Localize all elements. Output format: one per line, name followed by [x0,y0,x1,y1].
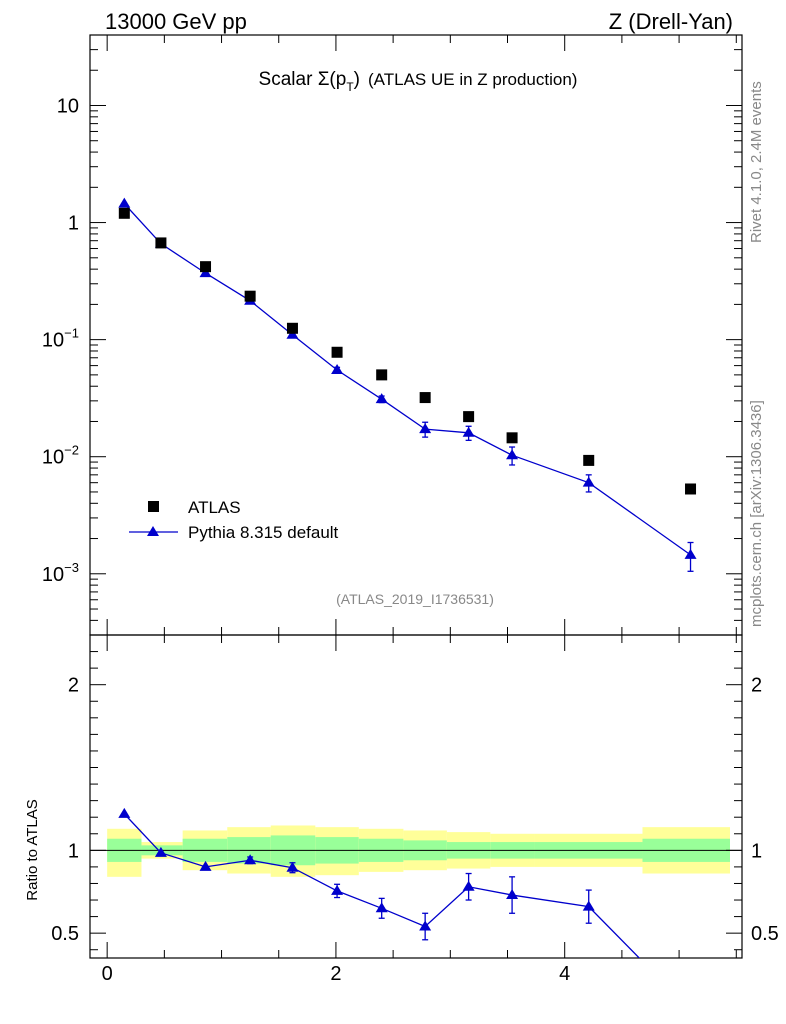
ratio-ytick-label-right-2: 2 [751,675,762,697]
atlas-point-11 [685,483,697,495]
analysis-label: (ATLAS_2019_I1736531) [336,591,494,607]
main-data-marks [118,197,697,572]
ratio-point-5 [331,884,344,895]
title-suffix: ) [354,69,360,90]
atlas-point-9 [506,432,518,444]
main-ytick-label-0: 10 [57,95,79,117]
legend: ATLAS Pythia 8.315 default [129,498,339,542]
ratio-point-6 [375,902,388,913]
title-sub: T [346,80,354,94]
atlas-point-10 [583,454,595,466]
main-ytick-label-4: 10−3 [42,560,79,586]
ratio-axes: 0.5 0.5 1 1 2 2 0 2 4 [51,634,779,985]
ratio-ytick-label-left-1: 1 [68,840,79,862]
pythia-point-0 [118,197,131,208]
ratio-point-7 [419,920,432,931]
header-right: Z (Drell-Yan) [609,9,733,34]
ytick-base: 10 [42,564,64,586]
ytick-base: 1 [68,213,79,235]
ratio-point-1 [154,846,167,857]
ratio-xtick-label-0: 0 [102,963,113,985]
atlas-point-2 [200,261,212,273]
ytick-base: 10 [42,330,64,352]
legend-atlas-marker [148,501,159,512]
atlas-point-6 [376,369,388,381]
ytick-exp: −1 [64,326,79,341]
title-tail: (ATLAS UE in Z production) [368,70,577,89]
title-prefix: Scalar [259,69,318,90]
legend-pythia-label: Pythia 8.315 default [188,523,339,542]
atlas-point-5 [331,346,343,358]
pythia-point-9 [506,449,519,460]
ratio-point-9 [506,889,519,900]
pythia-point-7 [419,423,432,434]
ratio-frame [89,634,743,959]
ratio-uncertainty-bands [107,825,730,877]
atlas-point-1 [155,237,167,249]
legend-atlas-label: ATLAS [188,498,241,517]
ratio-point-4 [286,861,299,872]
ratio-data-marks [118,807,641,958]
ratio-point-0 [118,807,131,818]
pythia-line [123,203,691,556]
source-label: mcplots.cern.ch [arXiv:1306.3436] [748,400,765,627]
ratio-ytick-label-left-2: 2 [68,675,79,697]
main-ytick-label-2: 10−1 [42,326,79,352]
ratio-xtick-label-1: 2 [330,963,341,985]
ratio-point-10 [582,900,595,911]
ytick-exp: −2 [64,443,79,458]
ratio-ytick-label-right-1: 1 [751,840,762,862]
pythia-point-5 [331,364,344,375]
main-title: Scalar Σ(pT) (ATLAS UE in Z production) [259,69,578,94]
pythia-point-6 [375,393,388,404]
ratio-ylabel: Ratio to ATLAS [24,799,41,900]
ytick-base: 10 [57,95,79,117]
ytick-exp: −3 [64,560,79,575]
atlas-point-4 [286,322,298,334]
ytick-base: 10 [42,447,64,469]
ratio-line [123,813,641,958]
ratio-line-group [123,813,641,958]
atlas-point-8 [463,411,475,423]
ratio-point-2 [199,860,212,871]
ratio-point-3 [244,854,257,865]
legend-pythia-marker [147,526,159,536]
ratio-point-8 [462,880,475,891]
title-symbol: Σ(p [318,69,347,90]
ratio-xtick-label-2: 4 [559,963,570,985]
main-frame [89,34,743,636]
pythia-point-8 [462,426,475,437]
main-ytick-label-1: 1 [68,213,79,235]
ratio-ytick-label-left-0: 0.5 [51,923,79,945]
atlas-point-3 [244,290,256,302]
pythia-point-10 [582,476,595,487]
header-left: 13000 GeV pp [105,9,247,34]
ratio-ytick-label-right-0: 0.5 [751,923,779,945]
rivet-label: Rivet 4.1.0, 2.4M events [748,81,765,243]
atlas-point-7 [419,392,431,404]
main-ytick-label-3: 10−2 [42,443,79,469]
pythia-point-11 [684,548,697,559]
atlas-point-0 [118,207,130,219]
